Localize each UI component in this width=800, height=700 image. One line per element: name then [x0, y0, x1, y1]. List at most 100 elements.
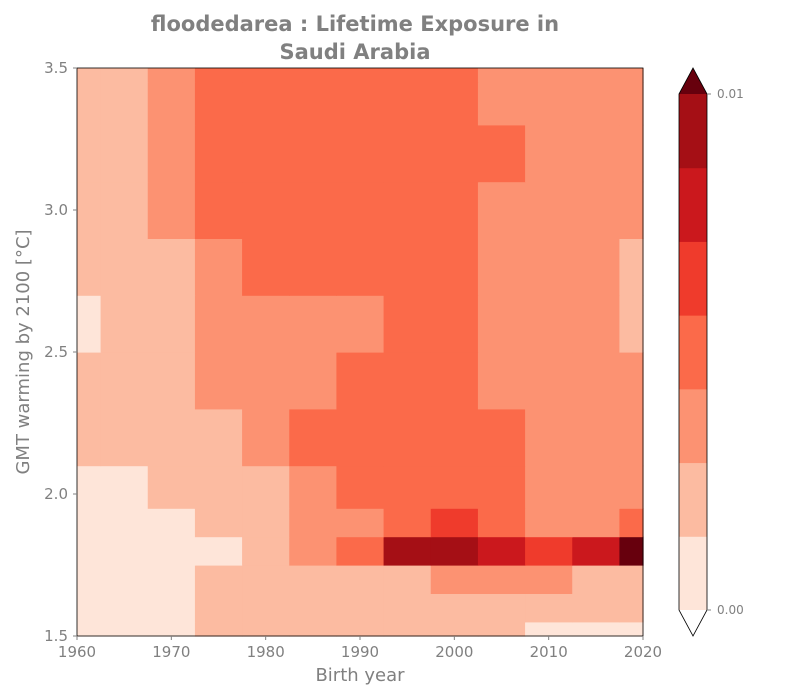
contour-cell: [619, 508, 644, 538]
contour-cell: [194, 621, 243, 637]
contour-cell: [383, 238, 432, 296]
x-tick-label: 1970: [152, 643, 190, 661]
contour-cell: [619, 295, 644, 353]
contour-cell: [383, 621, 432, 637]
y-axis-label: GMT warming by 2100 [°C]: [13, 229, 34, 474]
y-tick-label: 2.0: [44, 485, 68, 503]
contour-cell: [147, 593, 196, 623]
contour-cell: [77, 465, 102, 509]
contour-cell: [430, 68, 479, 83]
contour-cell: [383, 565, 432, 594]
contour-cell: [477, 68, 526, 83]
contour-cell: [242, 536, 290, 566]
contour-cell: [430, 565, 479, 594]
contour-cell: [147, 352, 196, 410]
contour-cell: [100, 181, 149, 239]
contour-cell: [147, 295, 196, 353]
contour-cell: [100, 82, 149, 126]
contour-cell: [336, 238, 385, 296]
contour-cell: [477, 352, 526, 410]
contour-cell: [289, 621, 338, 637]
contour-cell: [525, 295, 573, 353]
colorbar-tick-label: 0.01: [717, 87, 744, 101]
contour-cell: [77, 621, 102, 637]
contour-cell: [572, 465, 621, 509]
colorbar-segment: [679, 388, 707, 464]
contour-cell: [430, 408, 479, 467]
contour-cell: [525, 68, 573, 83]
contour-cell: [477, 238, 526, 296]
contour-cell: [100, 68, 149, 83]
contour-cell: [572, 621, 621, 637]
contour-cell: [77, 295, 102, 353]
contour-cell: [336, 68, 385, 83]
contour-cell: [619, 124, 644, 183]
contour-cell: [289, 565, 338, 594]
x-tick-label: 2000: [435, 643, 473, 661]
contour-cell: [289, 408, 338, 467]
contour-cell: [430, 181, 479, 239]
contour-cell: [619, 68, 644, 83]
contour-cell: [242, 408, 290, 467]
contour-cell: [336, 408, 385, 467]
contour-cell: [525, 181, 573, 239]
contour-cell: [477, 508, 526, 538]
contour-cell: [336, 82, 385, 126]
contour-cell: [383, 508, 432, 538]
contour-cell: [336, 565, 385, 594]
contour-cell: [619, 238, 644, 296]
contour-cell: [383, 181, 432, 239]
contour-cell: [147, 124, 196, 183]
contour-cell: [572, 565, 621, 594]
contour-cell: [383, 536, 432, 566]
contour-cell: [383, 352, 432, 410]
contour-cell: [477, 295, 526, 353]
x-tick-label: 1960: [58, 643, 96, 661]
contour-cell: [194, 352, 243, 410]
contour-cell: [289, 593, 338, 623]
contour-cell: [619, 181, 644, 239]
contour-cell: [289, 124, 338, 183]
contour-cell: [242, 124, 290, 183]
contour-cell: [147, 508, 196, 538]
x-tick-label: 2010: [530, 643, 568, 661]
contour-cell: [525, 408, 573, 467]
colorbar-segment: [679, 315, 707, 390]
contour-cell: [572, 508, 621, 538]
contour-cell: [383, 82, 432, 126]
contour-cell: [194, 565, 243, 594]
contour-cell: [572, 181, 621, 239]
colorbar-extend-min: [679, 610, 707, 636]
contour-cell: [336, 508, 385, 538]
contour-cell: [194, 68, 243, 83]
contour-cell: [289, 68, 338, 83]
contour-cell: [336, 621, 385, 637]
contour-cell: [77, 124, 102, 183]
contour-cell: [619, 593, 644, 623]
contour-cell: [242, 82, 290, 126]
contour-cell: [194, 295, 243, 353]
contour-cell: [336, 124, 385, 183]
contour-cell: [242, 295, 290, 353]
contour-cell: [619, 536, 644, 566]
colorbar-segment: [679, 241, 707, 316]
contour-cell: [572, 68, 621, 83]
contour-cell: [242, 465, 290, 509]
contour-cell: [147, 565, 196, 594]
contour-cell: [336, 181, 385, 239]
contour-cell: [242, 352, 290, 410]
contour-cell: [525, 508, 573, 538]
contour-cell: [572, 593, 621, 623]
contour-cell: [289, 181, 338, 239]
contour-cell: [100, 352, 149, 410]
contour-cell: [77, 352, 102, 410]
contour-cell: [336, 536, 385, 566]
contour-cell: [242, 621, 290, 637]
contour-cell: [525, 565, 573, 594]
contour-cell: [242, 238, 290, 296]
contour-cell: [430, 295, 479, 353]
contour-cell: [147, 181, 196, 239]
contour-cell: [194, 124, 243, 183]
contour-cell: [383, 124, 432, 183]
colorbar-segment: [679, 167, 707, 242]
